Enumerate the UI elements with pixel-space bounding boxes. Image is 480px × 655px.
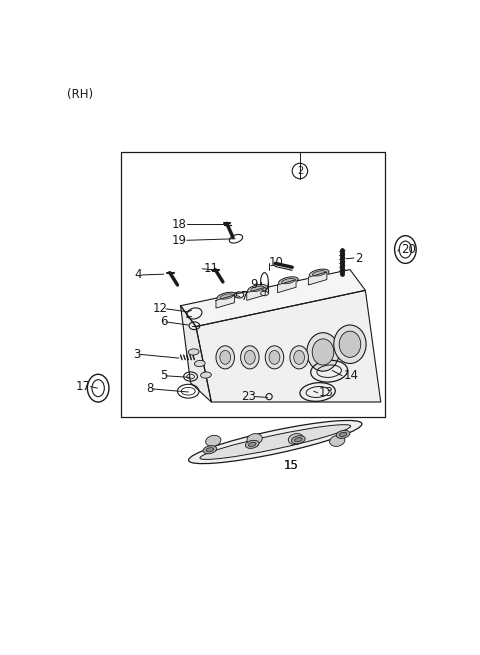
Text: 3: 3	[133, 348, 141, 361]
Ellipse shape	[312, 271, 326, 276]
Text: 18: 18	[172, 217, 187, 231]
Ellipse shape	[244, 350, 255, 364]
Ellipse shape	[290, 346, 308, 369]
Ellipse shape	[194, 360, 205, 367]
Text: 2: 2	[297, 166, 303, 176]
Ellipse shape	[216, 346, 234, 369]
Ellipse shape	[247, 434, 262, 445]
Ellipse shape	[251, 286, 264, 291]
Text: 14: 14	[344, 369, 359, 383]
Ellipse shape	[336, 430, 350, 438]
Polygon shape	[216, 295, 234, 308]
Ellipse shape	[220, 350, 230, 364]
Ellipse shape	[282, 278, 295, 284]
Ellipse shape	[248, 284, 267, 293]
Ellipse shape	[265, 346, 284, 369]
Text: 20: 20	[401, 243, 416, 256]
Text: 13: 13	[319, 386, 334, 400]
Text: 5: 5	[160, 369, 168, 383]
Polygon shape	[180, 306, 211, 402]
Ellipse shape	[294, 350, 304, 364]
Ellipse shape	[245, 440, 259, 449]
Ellipse shape	[206, 448, 214, 452]
Text: 9: 9	[250, 278, 258, 291]
Ellipse shape	[330, 436, 345, 447]
Text: 23: 23	[241, 390, 256, 403]
Text: 6: 6	[160, 316, 168, 328]
Ellipse shape	[240, 346, 259, 369]
Polygon shape	[277, 280, 296, 293]
Polygon shape	[247, 288, 265, 301]
Ellipse shape	[278, 277, 298, 286]
Text: 12: 12	[153, 303, 168, 315]
Ellipse shape	[201, 372, 211, 378]
Polygon shape	[180, 270, 365, 327]
Ellipse shape	[269, 350, 280, 364]
Ellipse shape	[248, 442, 256, 447]
Ellipse shape	[339, 331, 361, 358]
Text: (RH): (RH)	[67, 88, 94, 101]
Text: 17: 17	[75, 380, 90, 393]
Text: 7: 7	[241, 290, 249, 303]
Ellipse shape	[307, 333, 339, 371]
Text: 4: 4	[134, 269, 142, 282]
Ellipse shape	[188, 349, 199, 355]
Ellipse shape	[312, 339, 334, 365]
Ellipse shape	[220, 294, 234, 299]
Text: 15: 15	[283, 459, 298, 472]
Polygon shape	[308, 272, 327, 285]
Ellipse shape	[339, 432, 347, 436]
Polygon shape	[196, 290, 381, 402]
Ellipse shape	[200, 424, 350, 459]
Ellipse shape	[205, 436, 221, 447]
Ellipse shape	[189, 421, 362, 464]
Ellipse shape	[295, 438, 302, 441]
Ellipse shape	[203, 445, 216, 454]
Text: 15: 15	[283, 459, 298, 472]
Text: 19: 19	[172, 234, 187, 247]
Text: 11: 11	[204, 262, 219, 275]
Ellipse shape	[288, 434, 303, 445]
Text: 8: 8	[146, 383, 154, 396]
Ellipse shape	[334, 325, 366, 364]
Ellipse shape	[217, 292, 237, 301]
Text: 2: 2	[355, 252, 363, 265]
Ellipse shape	[309, 269, 329, 278]
Ellipse shape	[291, 436, 305, 443]
Text: 10: 10	[269, 256, 284, 269]
